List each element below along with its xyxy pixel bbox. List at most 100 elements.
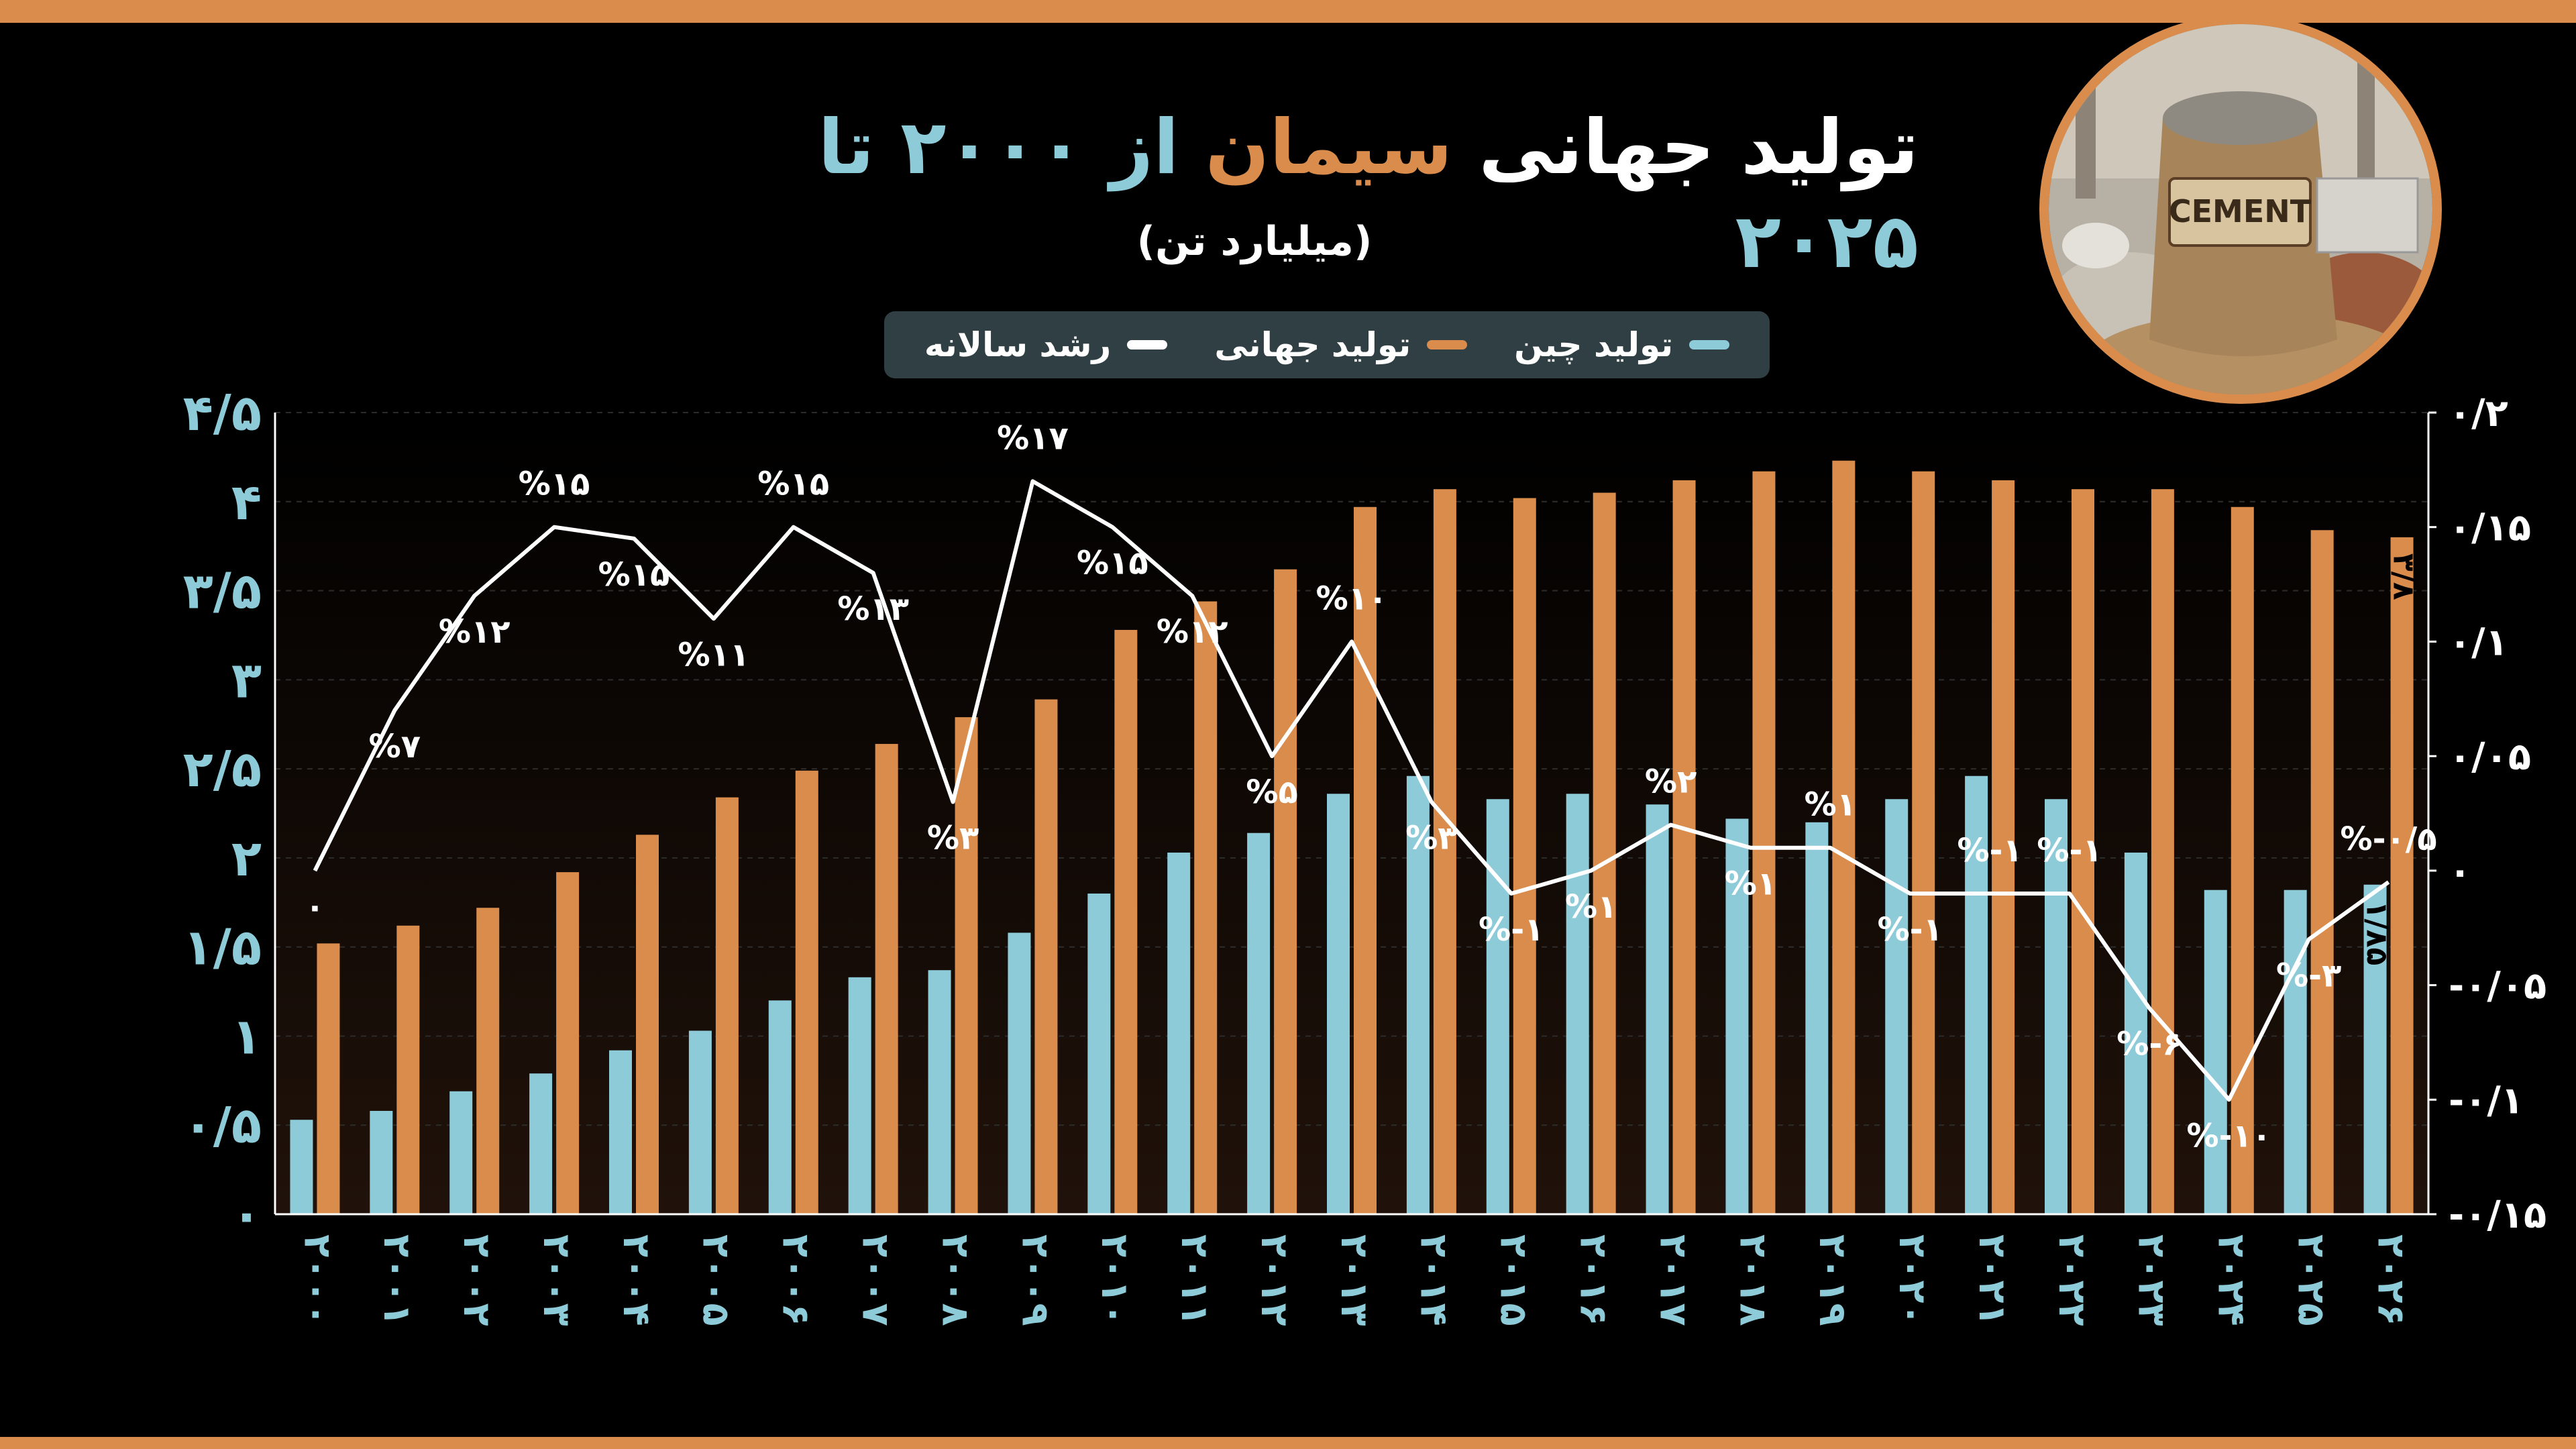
- x-tick-label: ۲۰۱۹: [1811, 1234, 1854, 1326]
- bar-china: [1805, 822, 1829, 1214]
- legend-label-china: تولید چین: [1514, 325, 1674, 364]
- bar-world: [1912, 471, 1935, 1215]
- cement-sack-illustration: CEMENT: [2039, 15, 2442, 404]
- bottom-accent-bar: [0, 1437, 2576, 1449]
- y-right-tick-label: -۰/۰۵: [2449, 965, 2546, 1008]
- growth-label: %۱۳: [837, 590, 909, 628]
- x-tick-label: ۲۰۰۵: [694, 1234, 738, 1326]
- growth-label: %-۱: [1878, 911, 1943, 949]
- x-tick-label: ۲۰۲۱: [1970, 1234, 2014, 1326]
- x-tick-label: ۲۰۰۱: [375, 1234, 419, 1326]
- bars: [290, 460, 2414, 1215]
- bar-china: [1885, 799, 1909, 1214]
- legend-label-world: تولید جهانی: [1214, 325, 1411, 364]
- bar-china: [1087, 894, 1111, 1214]
- y-left-tick-label: ۰: [231, 1186, 262, 1244]
- growth-label: %-۱: [1479, 911, 1544, 949]
- growth-label: %۱۵: [598, 556, 670, 594]
- y-left-tick-label: ۳/۵: [183, 563, 262, 621]
- growth-label: %-۰/۵: [2340, 820, 2436, 858]
- growth-label: %۱۲: [439, 613, 511, 651]
- growth-label: %۷: [369, 728, 421, 765]
- growth-label: %۱۵: [519, 466, 590, 503]
- x-tick-label: ۲۰۰۹: [1013, 1234, 1057, 1326]
- bar-world: [1114, 629, 1138, 1214]
- chart-subtitle: (میلیارد تن): [1136, 218, 1373, 265]
- growth-label: %-۱: [1957, 832, 2022, 869]
- y-left-tick-label: ۱: [231, 1008, 262, 1065]
- x-tick-label: ۲۰۲۳: [2130, 1234, 2174, 1326]
- bar-world: [1752, 471, 1776, 1215]
- bar-china: [688, 1030, 712, 1214]
- x-tick-label: ۲۰۲۰: [1890, 1234, 1934, 1326]
- y-right-tick-label: -۰/۱۵: [2449, 1193, 2546, 1237]
- growth-label: %۱: [1565, 888, 1617, 926]
- bar-china: [2284, 890, 2307, 1214]
- bar-world: [1672, 480, 1696, 1214]
- y-right-tick-label: ۰/۰۵: [2449, 735, 2531, 779]
- x-tick-label: ۲۰۱۷: [1651, 1234, 1695, 1326]
- bar-china: [2204, 890, 2227, 1214]
- bar-china: [1406, 775, 1430, 1214]
- growth-label: %۵: [1246, 773, 1297, 811]
- legend-swatch-growth: [1127, 340, 1168, 350]
- bar-china: [848, 977, 871, 1214]
- bar-china: [609, 1050, 632, 1214]
- bar-world: [1194, 601, 1218, 1214]
- x-tick-label: ۲۰۰۲: [455, 1234, 498, 1326]
- bar-world: [1034, 699, 1058, 1214]
- bar-china: [290, 1120, 313, 1214]
- plot-area: [275, 413, 2428, 1214]
- legend-swatch-world: [1427, 340, 1468, 350]
- y-right-tick-label: ۰/۱: [2449, 621, 2508, 664]
- growth-label: %-۱۰: [2186, 1117, 2271, 1155]
- growth-label: %۱۵: [1077, 545, 1148, 582]
- x-tick-label: ۲۰۰۰: [295, 1234, 339, 1326]
- x-tick-label: ۲۰۲۵: [2290, 1234, 2333, 1326]
- x-tick-label: ۲۰۱۲: [1252, 1234, 1296, 1326]
- growth-label: %۱: [1805, 786, 1856, 824]
- y-right-tick-label: -۰/۱: [2449, 1079, 2524, 1122]
- legend-item-world: تولید جهانی: [1214, 325, 1468, 364]
- x-tick-label: ۲۰۰۶: [774, 1234, 818, 1326]
- growth-line-path: [313, 479, 2390, 1102]
- bar-china: [768, 1000, 792, 1214]
- bar-world: [1513, 498, 1536, 1214]
- bar-world: [875, 743, 898, 1214]
- y-left-tick-label: ۴: [231, 474, 262, 531]
- bar-world: [556, 872, 580, 1214]
- bar-china: [1327, 794, 1350, 1214]
- bar-china: [1646, 804, 1669, 1214]
- bar-label-world-last: ۳/۸: [2387, 553, 2421, 600]
- bar-world: [715, 797, 739, 1214]
- y-left-tick-label: ۰/۵: [183, 1097, 262, 1155]
- bar-china: [1486, 799, 1509, 1214]
- bar-china: [2124, 852, 2147, 1214]
- bar-world: [2231, 506, 2254, 1215]
- growth-label: %۱۰: [1316, 580, 1388, 617]
- x-tick-label: ۲۰۲۶: [2369, 1234, 2412, 1326]
- x-tick-label: ۲۰۱۱: [1173, 1234, 1216, 1326]
- bar-world: [955, 717, 978, 1214]
- bar-world: [1832, 460, 1856, 1215]
- growth-label: %-۳: [2276, 957, 2341, 994]
- y-left-tick-label: ۳: [231, 651, 262, 709]
- y-left-tick-label: ۴/۵: [183, 384, 262, 442]
- growth-label: %۲: [1645, 763, 1697, 801]
- x-tick-label: ۲۰۲۴: [2210, 1234, 2253, 1326]
- x-tick-label: ۲۰۰۳: [535, 1234, 578, 1326]
- bar-china: [1247, 833, 1271, 1214]
- x-tick-label: ۲۰۱۴: [1412, 1234, 1456, 1326]
- growth-label: ۰: [305, 888, 325, 926]
- y-left-tick-label: ۲/۵: [183, 741, 262, 798]
- bar-china: [529, 1073, 553, 1214]
- legend-item-china: تولید چین: [1514, 325, 1730, 364]
- bar-china: [2363, 884, 2387, 1214]
- legend-swatch-china: [1689, 340, 1730, 350]
- bar-china: [1167, 852, 1191, 1214]
- bar-world: [317, 943, 340, 1214]
- bar-world: [1354, 506, 1377, 1215]
- bar-world: [2390, 537, 2414, 1214]
- bar-world: [1274, 569, 1297, 1214]
